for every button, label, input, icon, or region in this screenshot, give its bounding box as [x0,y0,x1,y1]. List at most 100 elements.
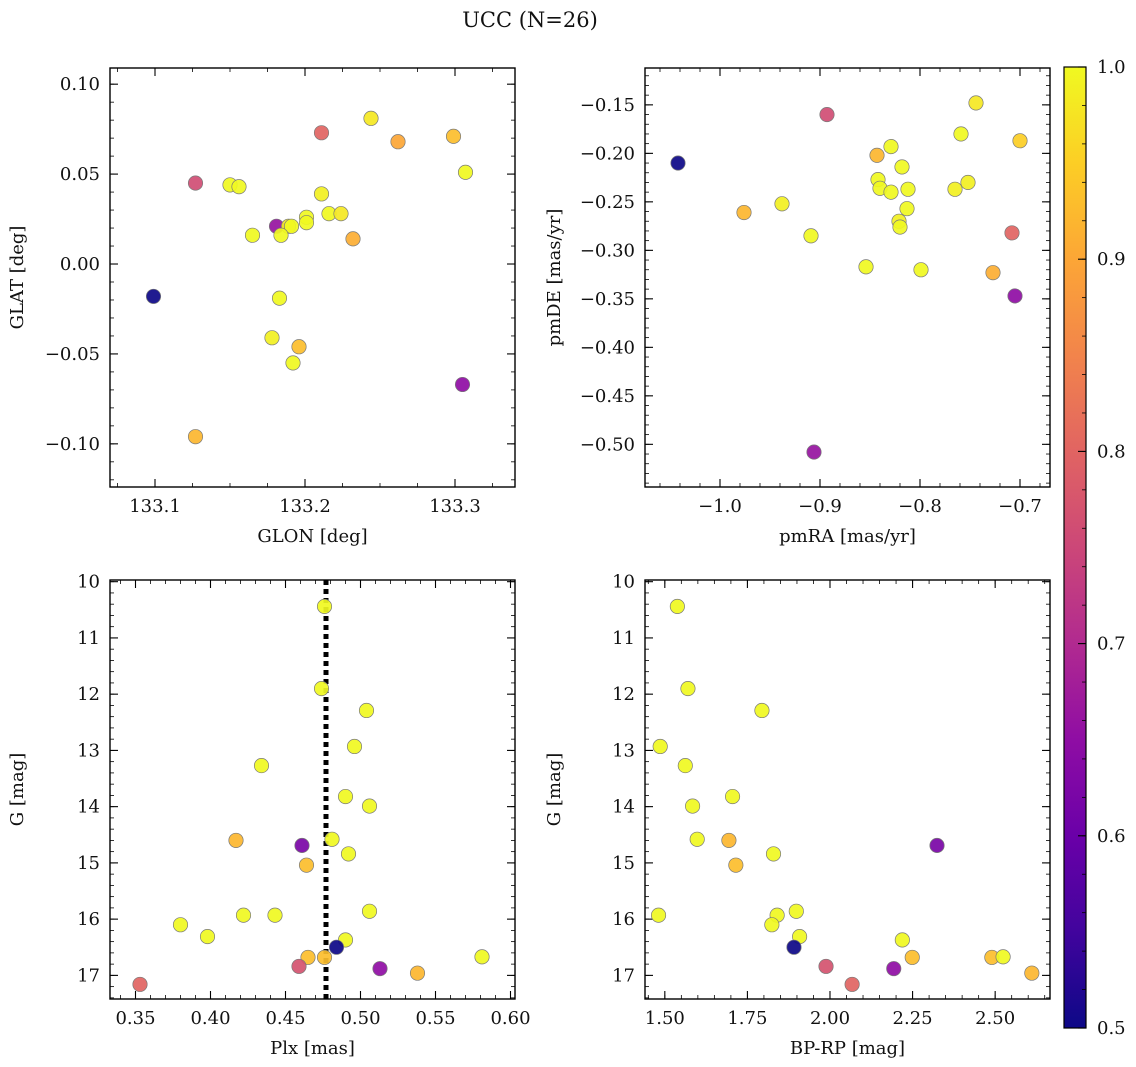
scatter-point [333,206,349,222]
figure-title: UCC (N=26) [462,8,598,32]
scatter-point [390,134,406,150]
colorbar: 0.5 0.6 0.7 0.8 0.9 1.0 [1063,57,1126,1039]
y-tick-label: −0.30 [580,240,635,261]
scatter-point [358,702,375,719]
scatter-point [267,907,283,923]
scatter-point [328,939,345,955]
y-tick-label: 12 [77,684,100,705]
scatter-point [765,846,782,862]
x-axis-label: GLON [deg] [257,526,367,547]
colorbar-tick-label: 0.9 [1097,249,1126,270]
scatter-point [803,228,819,244]
scatter-point [960,174,976,190]
scatter-point [1004,225,1020,241]
y-tick-label: 0.05 [60,164,100,185]
x-tick-label: 133.1 [129,496,181,517]
scatter-point [764,917,780,933]
scatter-point [271,290,288,306]
scatter-point [264,330,280,346]
x-tick-label: 0.55 [415,1008,455,1029]
y-axis-label: GLAT [deg] [7,226,28,330]
scatter-point [363,110,379,126]
scatter-point [806,444,822,460]
y-tick-label: 11 [612,628,635,649]
scatter-point [1007,288,1023,304]
colorbar-tick-label: 0.5 [1097,1018,1126,1039]
scatter-point [818,958,834,974]
scatter-point [361,903,378,919]
scatter-point [819,107,835,123]
scatter-point [454,376,471,393]
scatter-point [291,339,307,355]
scatter-point [231,179,247,195]
scatter-point [844,976,860,992]
panel-color-magnitude: 1.50 1.75 2.00 2.25 2.50 10 11 12 13 14 15 16 17 BP-R… [544,572,1051,1059]
colorbar-tick-label: 0.8 [1097,441,1126,462]
y-tick-label: 16 [77,909,100,930]
scatter-point [774,196,790,212]
scatter-point [1012,133,1028,149]
scatter-point [285,355,301,371]
y-tick-label: −0.20 [580,143,635,164]
scatter-point [904,949,920,965]
scatter-point [409,965,426,981]
scatter-point [677,758,693,774]
y-tick-label: 14 [77,797,100,818]
y-tick-label: 16 [612,909,635,930]
x-tick-label: −1.0 [698,496,742,517]
y-tick-label: −0.15 [580,95,635,116]
colorbar-tick-label: 0.7 [1097,634,1126,655]
y-tick-label: 15 [77,853,100,874]
x-tick-label: −0.7 [998,496,1042,517]
scatter-point [474,949,490,965]
x-axis-label: BP-RP [mag] [790,1038,905,1059]
x-tick-label: 0.40 [190,1008,230,1029]
scatter-point [669,598,685,614]
scatter-point [728,857,744,873]
x-tick-label: 133.3 [429,496,481,517]
y-tick-label: 10 [77,572,100,593]
x-tick-label: 0.35 [115,1008,155,1029]
y-tick-label: 14 [612,797,635,818]
x-tick-label: −0.9 [798,496,842,517]
scatter-point [294,837,310,854]
y-tick-label: 17 [77,965,100,986]
y-axis-label: G [mag] [7,753,28,826]
scatter-point [372,961,388,977]
scatter-point [340,846,357,862]
scatter-point [298,857,315,873]
x-tick-label: 133.2 [279,496,331,517]
x-tick-label: 2.00 [810,1008,850,1029]
y-axis-label: G [mag] [544,753,565,826]
scatter-point [670,155,686,171]
scatter-point [894,932,910,948]
scatter-point [894,159,910,175]
y-tick-label: −0.10 [45,434,100,455]
panel-proper-motion: −1.0 −0.9 −0.8 −0.7 −0.50 −0.45 −0.40 −0.35 −0.3… [544,67,1051,547]
scatter-point [300,949,316,965]
axes-frame [109,67,516,488]
scatter-point [869,147,885,163]
scatter-point [892,219,908,235]
scatter-point [283,218,300,234]
colorbar-gradient [1063,66,1087,1029]
y-tick-label: 13 [77,740,100,761]
scatter-point [228,832,244,848]
scatter-point [685,798,701,814]
scatter-point [132,976,148,992]
y-tick-label: −0.50 [580,434,635,455]
y-tick-label: −0.25 [580,192,635,213]
scatter-point [199,929,216,945]
scatter-point [724,788,741,805]
scatter-point [313,186,330,202]
x-tick-label: 0.50 [340,1008,380,1029]
scatter-point [883,184,899,200]
scatter-point [680,680,696,697]
scatter-point [886,961,902,977]
scatter-point [273,227,289,243]
colorbar-tick-label: 1.0 [1097,57,1126,78]
scatter-point [968,95,984,111]
y-tick-label: 10 [612,572,635,593]
scatter-point [995,949,1011,965]
